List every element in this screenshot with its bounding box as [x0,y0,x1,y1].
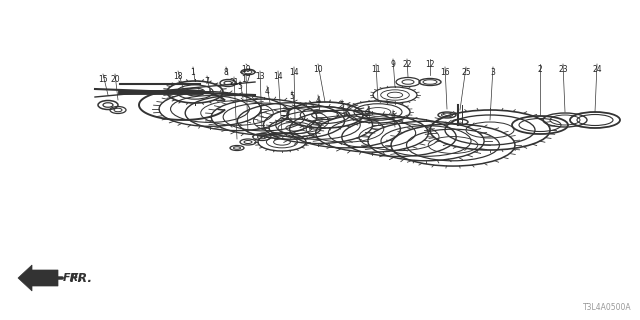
Text: 14: 14 [273,72,283,81]
Text: 23: 23 [558,65,568,74]
Text: 5: 5 [289,92,294,101]
Text: 21: 21 [229,78,239,87]
Text: 14: 14 [289,68,299,77]
Text: 4: 4 [264,87,269,96]
Text: 6: 6 [390,111,396,120]
Text: 11: 11 [371,65,381,74]
Text: 25: 25 [461,68,471,77]
Text: 18: 18 [173,72,183,81]
Text: 13: 13 [255,72,265,81]
Text: FR.: FR. [63,273,84,283]
Text: 22: 22 [403,60,412,69]
Text: FR.: FR. [70,271,93,284]
Text: 4: 4 [365,106,371,115]
Text: 1: 1 [191,68,195,77]
Polygon shape [18,265,58,291]
Text: 10: 10 [313,65,323,74]
Text: 4: 4 [316,96,321,105]
Text: 15: 15 [98,75,108,84]
Text: 3: 3 [491,68,495,77]
Text: 16: 16 [440,68,450,77]
Text: 2: 2 [538,65,542,74]
Text: 5: 5 [237,82,243,91]
Text: 12: 12 [425,60,435,69]
Text: 19: 19 [241,65,251,74]
Text: T3L4A0500A: T3L4A0500A [584,303,632,312]
Text: 20: 20 [110,75,120,84]
Text: 17: 17 [241,75,251,84]
Text: 7: 7 [205,77,209,86]
Text: 9: 9 [390,60,396,69]
Text: 5: 5 [340,101,344,110]
Text: 24: 24 [592,65,602,74]
Text: 8: 8 [223,68,228,77]
